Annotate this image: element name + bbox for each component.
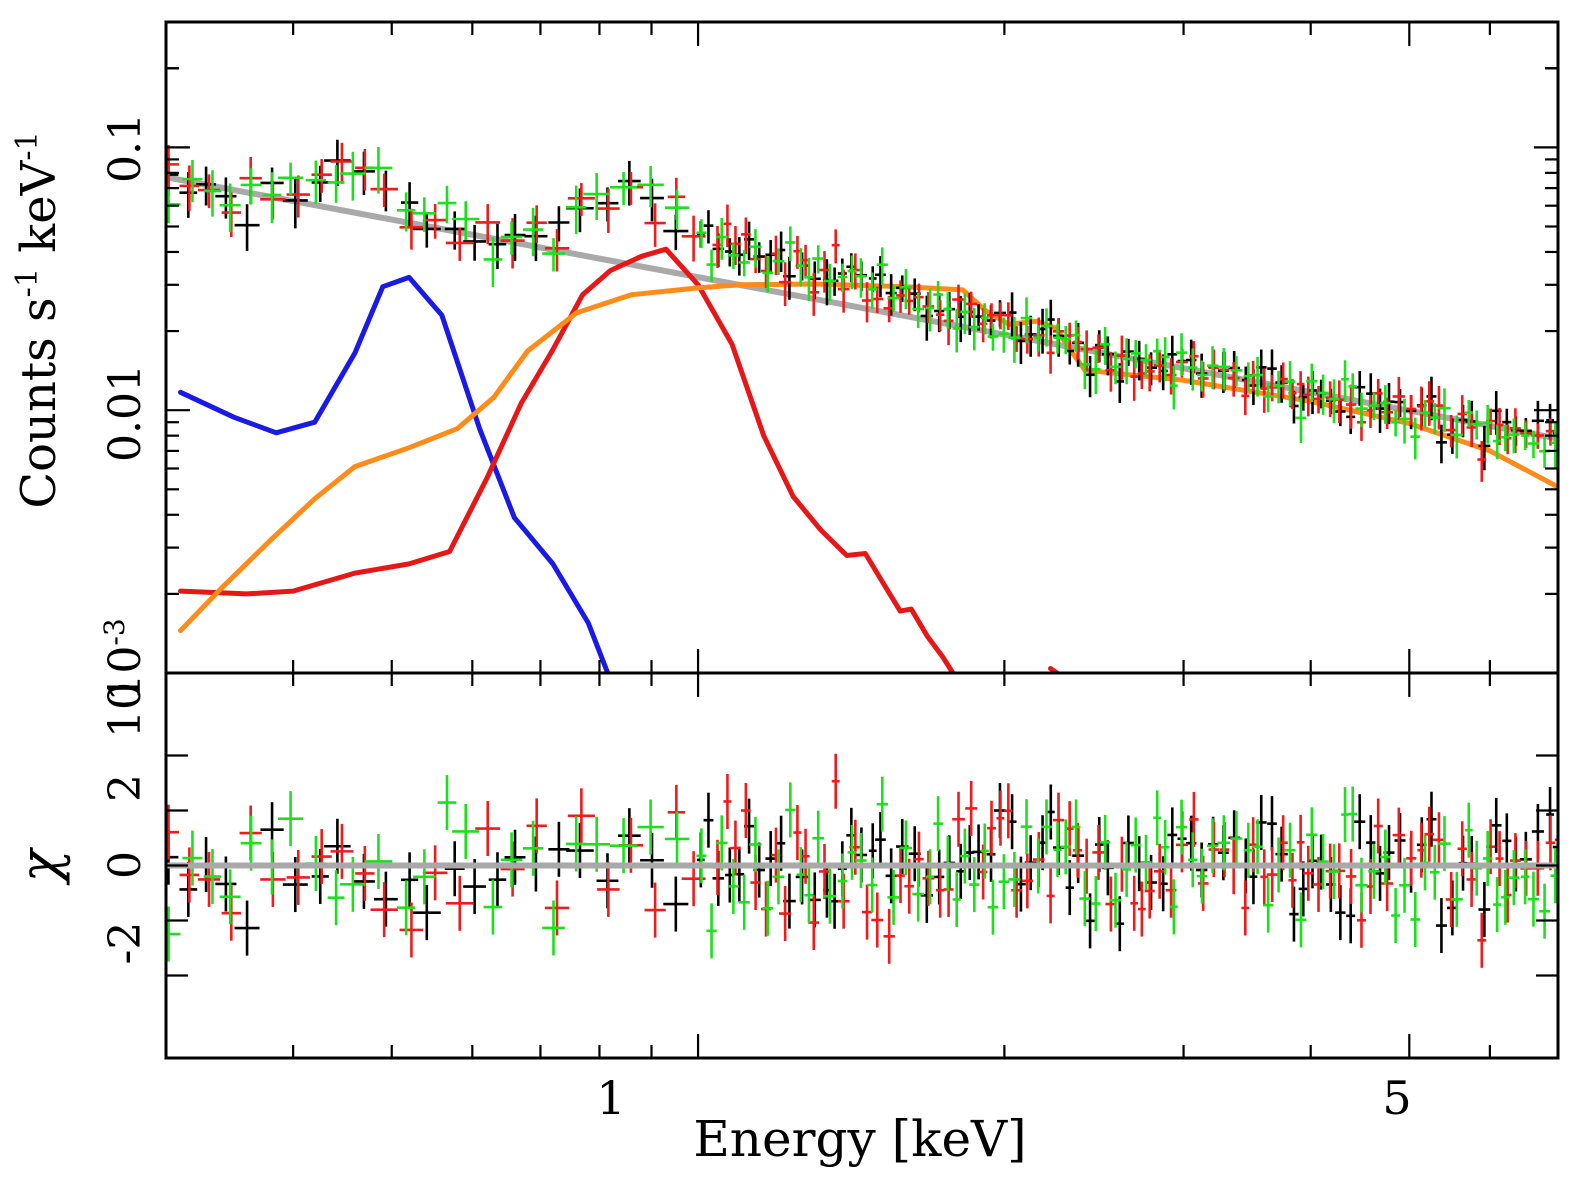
ytick-label-1e-3-base: 10 [100, 646, 151, 702]
residual-ylabel: χ [8, 846, 71, 886]
ytick-label-10: 10 [100, 682, 151, 738]
ytick-label-1e-3: 10-3 [98, 618, 151, 701]
residual-plot-area [166, 753, 1558, 968]
xtick-label-1: 1 [596, 1071, 625, 1125]
spectrum-panel: 0.1 0.01 10-3 Counts s-1 keV-1 [10, 20, 1560, 702]
ytick-label-0: 0 [100, 851, 151, 879]
ytick-label-1e-3-exp: -3 [98, 618, 131, 645]
residual-panel: 10 2 0 -2 χ 1 5 Energy [keV] [8, 671, 1560, 1168]
xaxis-label: Energy [keV] [693, 1110, 1026, 1168]
spectrum-ylabel: Counts s-1 keV-1 [10, 131, 67, 508]
spectrum-points-green [166, 147, 1558, 468]
ytick-label-minus2: -2 [100, 922, 151, 965]
model-curve-blue-component [178, 274, 611, 673]
spectrum-plot-area [166, 139, 1558, 673]
ytick-label-0.01: 0.01 [100, 364, 151, 462]
model-curve-gray-model [166, 174, 1558, 442]
ytick-label-2: 2 [100, 774, 151, 802]
ytick-label-0.1: 0.1 [100, 113, 151, 183]
residual-axis-ticks [166, 673, 1560, 1058]
residual-points-green [166, 775, 1558, 962]
xtick-label-5: 5 [1382, 1071, 1411, 1125]
residual-frame [164, 671, 1560, 1060]
model-curve-red-component [178, 246, 956, 673]
